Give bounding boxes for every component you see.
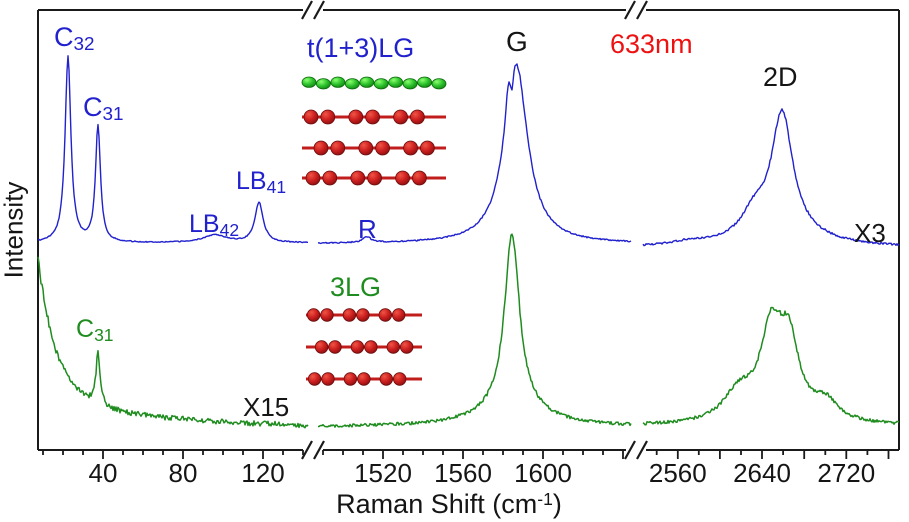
carbon-atom-green [373,78,389,90]
carbon-atom-red [313,140,329,156]
carbon-atom-red [321,372,335,386]
carbon-atom-green [315,78,331,90]
x-tick-label-80: 80 [168,458,198,488]
x-tick-label-1520: 1520 [354,458,412,488]
x-axis-label-exponent: -1 [537,489,553,510]
carbon-atom-red [367,170,383,186]
annotation-lb42: LB42 [189,210,240,240]
carbon-atom-red [400,340,414,354]
annotation-g-peak: G [506,26,528,57]
carbon-atom-red [403,140,419,156]
annotation-x3-scale: X3 [854,218,886,248]
carbon-atom-red [393,109,409,125]
t(1+3)LG-structure [301,76,447,186]
carbon-atom-red [356,308,370,322]
annotation-r-peak: R [358,214,377,244]
carbon-atom-green [388,76,404,88]
carbon-atom-red [395,170,411,186]
axis-break-mark [301,0,325,20]
spectrum-t(1+3)LG [37,55,308,244]
carbon-atom-red [348,109,364,125]
carbon-atom-red [350,340,365,354]
carbon-atom-green [301,76,317,88]
carbon-atom-red [409,109,425,125]
carbon-atom-red [330,140,346,156]
carbon-atom-red [342,308,357,322]
axis-break-mark [624,440,648,460]
y-axis-label: Intensity [0,181,29,279]
carbon-atom-red [364,340,378,354]
carbon-atom-red [375,140,391,156]
carbon-atom-green [402,78,418,90]
x-tick-label-2640: 2640 [733,458,791,488]
carbon-atom-red [350,170,366,186]
carbon-atom-red [357,372,371,386]
annotation-excitation-633nm: 633nm [610,29,693,59]
3LG-structure [306,308,422,386]
carbon-atom-green [359,76,375,88]
carbon-atom-red [365,109,381,125]
carbon-atom-red [392,308,406,322]
axis-break-mark [301,440,325,460]
spectrum-3LG [318,233,632,428]
spectrum-t(1+3)LG [642,108,900,247]
x-tick-label-1560: 1560 [434,458,492,488]
carbon-atom-green [344,78,360,90]
annotation-2d-peak: 2D [763,62,798,92]
carbon-atom-green [417,76,433,88]
carbon-atom-red [358,140,374,156]
x-tick-label-40: 40 [88,458,118,488]
annotation-lb41: LB41 [236,167,287,197]
carbon-atom-red [307,372,322,386]
carbon-atom-red [306,308,321,322]
annotation-c32: C32 [54,22,95,56]
x-tick-label-2720: 2720 [817,458,876,488]
carbon-atom-green [330,76,346,88]
x-tick-label-2560: 2560 [648,458,707,488]
spectrum-3LG [37,256,309,429]
carbon-atom-red [314,340,329,354]
x-axis-label-text: Raman Shift (cm [336,489,538,519]
carbon-atom-red [328,340,342,354]
carbon-atom-red [343,372,358,386]
carbon-atom-red [379,372,394,386]
spectrum-t(1+3)LG [317,63,632,245]
carbon-atom-red [303,109,319,125]
carbon-atom-green [431,78,447,90]
annotation-x15-scale: X15 [243,392,290,422]
x-axis-label: Raman Shift (cm-1) [336,489,562,520]
axis-break-mark [624,0,648,20]
carbon-atom-red [411,170,427,186]
carbon-atom-red [386,340,401,354]
x-tick-label-120: 120 [241,458,285,488]
annotation-inset1-label: t(1+3)LG [307,33,415,63]
x-axis-label-close: ) [552,489,562,519]
carbon-atom-red [378,308,393,322]
annotation-c31-green: C31 [76,315,114,345]
spectrum-3LG [642,306,900,426]
carbon-atom-red [393,372,407,386]
carbon-atom-red [320,109,336,125]
carbon-atom-red [305,170,321,186]
annotation-c31-blue: C31 [83,92,124,126]
carbon-atom-red [419,140,435,156]
carbon-atom-red [320,308,334,322]
annotation-inset2-label: 3LG [330,272,382,302]
x-tick-label-1600: 1600 [514,458,572,488]
carbon-atom-red [322,170,338,186]
